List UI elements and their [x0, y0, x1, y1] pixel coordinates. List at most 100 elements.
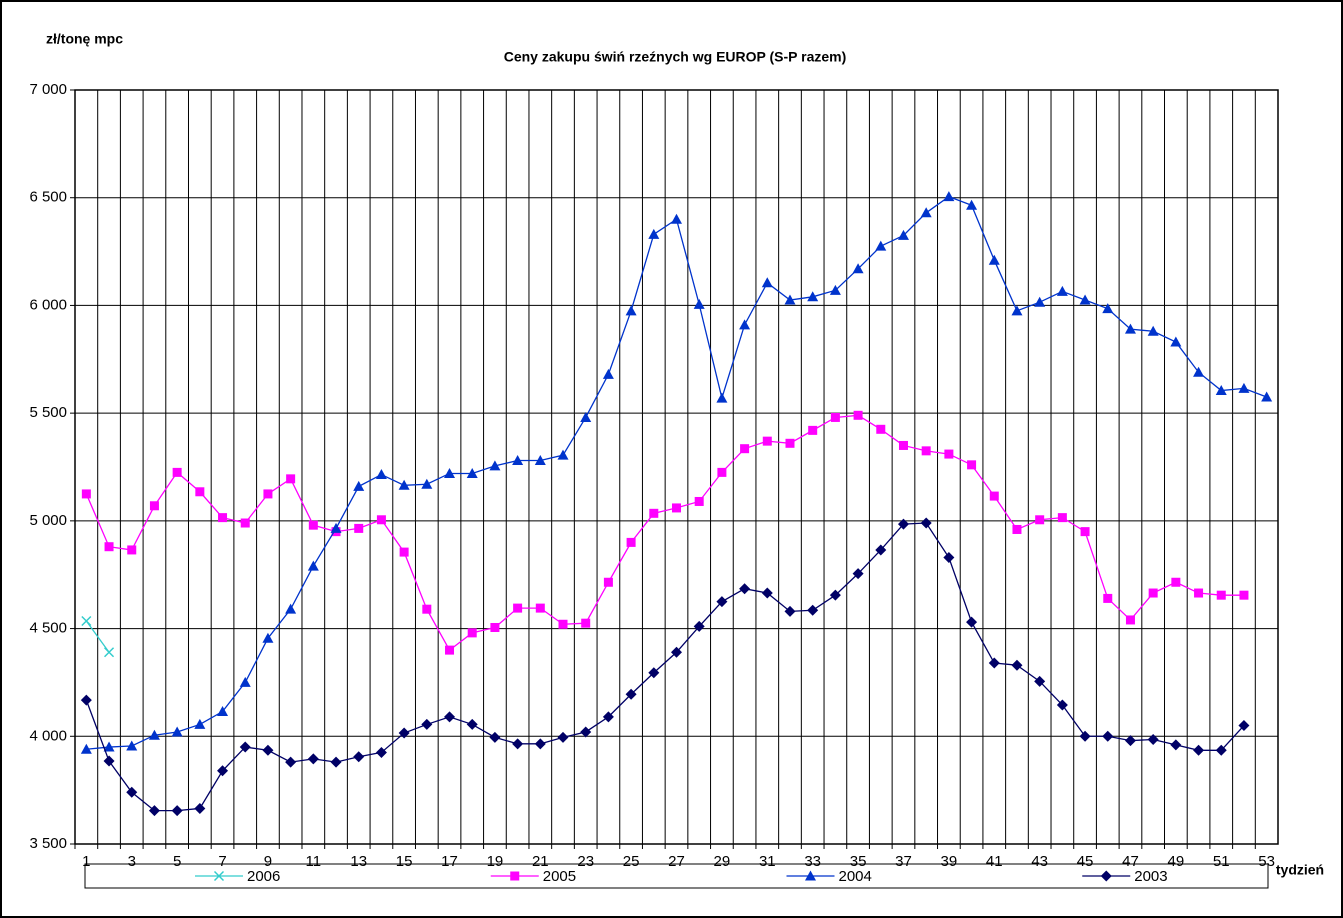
marker	[784, 605, 796, 617]
marker	[966, 199, 978, 210]
marker	[1171, 577, 1181, 587]
marker	[171, 726, 183, 737]
legend-marker	[805, 870, 816, 881]
marker	[581, 618, 591, 628]
x-tick-label: 13	[350, 853, 367, 870]
marker	[1125, 615, 1135, 625]
x-tick-label: 11	[306, 853, 322, 870]
x-tick-label: 39	[941, 853, 958, 870]
x-tick-label: 25	[623, 853, 640, 870]
marker	[671, 213, 682, 224]
marker	[490, 622, 500, 632]
marker	[1056, 285, 1068, 296]
marker	[649, 508, 659, 518]
marker	[512, 455, 524, 466]
marker	[104, 647, 115, 658]
marker	[1080, 527, 1090, 537]
marker	[466, 467, 478, 478]
marker	[1148, 588, 1158, 598]
marker	[239, 741, 251, 753]
marker	[217, 765, 229, 777]
marker	[308, 520, 318, 530]
marker	[672, 503, 681, 513]
marker	[1216, 590, 1226, 600]
marker	[262, 632, 274, 643]
plot-area	[74, 89, 1279, 845]
marker	[920, 517, 932, 529]
y-tick-label: 5 000	[29, 512, 67, 529]
marker	[876, 424, 886, 434]
marker	[80, 743, 92, 754]
marker	[921, 446, 931, 456]
marker	[920, 207, 932, 218]
marker	[126, 786, 138, 798]
x-tick-label: 19	[487, 853, 504, 870]
marker	[580, 411, 592, 422]
y-tick-label: 5 500	[29, 404, 67, 421]
y-tick-label: 4 000	[29, 727, 67, 744]
x-tick-label: 27	[668, 853, 685, 870]
marker	[557, 731, 569, 743]
x-tick-label: 3	[128, 853, 136, 870]
marker	[716, 596, 728, 608]
marker	[330, 756, 342, 768]
marker	[717, 467, 727, 477]
marker	[625, 305, 637, 316]
y-tick-label: 4 500	[29, 620, 67, 637]
marker	[376, 515, 386, 525]
marker	[694, 496, 704, 506]
marker	[1193, 744, 1205, 756]
marker	[1011, 305, 1023, 316]
marker	[1239, 590, 1249, 600]
marker	[807, 291, 819, 302]
x-axis-label: tydzień	[1276, 862, 1324, 878]
marker	[740, 444, 750, 454]
marker	[286, 474, 296, 484]
marker	[171, 805, 183, 817]
marker	[897, 518, 909, 530]
marker	[195, 487, 205, 497]
x-tick-label: 35	[850, 853, 867, 870]
marker	[988, 254, 1000, 265]
marker	[218, 513, 228, 523]
marker	[716, 392, 728, 403]
marker	[739, 319, 751, 330]
marker	[104, 542, 114, 552]
marker	[898, 440, 908, 450]
marker	[693, 298, 705, 309]
marker	[421, 718, 433, 730]
x-tick-label: 15	[396, 853, 413, 870]
marker	[1079, 730, 1091, 742]
marker	[875, 240, 887, 251]
marker	[307, 753, 319, 765]
marker	[943, 191, 955, 202]
legend-label: 2004	[839, 868, 872, 885]
marker	[1215, 385, 1227, 396]
x-tick-label: 23	[577, 853, 594, 870]
marker	[693, 620, 705, 632]
marker	[875, 544, 887, 556]
marker	[1056, 699, 1068, 711]
x-tick-label: 37	[895, 853, 912, 870]
marker	[1194, 588, 1204, 598]
marker	[557, 449, 569, 460]
marker	[263, 489, 273, 499]
x-tick-label: 17	[441, 853, 458, 870]
marker	[808, 425, 818, 435]
marker	[172, 467, 182, 477]
marker	[580, 726, 592, 738]
legend-marker	[213, 870, 225, 882]
x-tick-label: 41	[986, 853, 1003, 870]
marker	[626, 537, 636, 547]
marker	[1215, 744, 1227, 756]
marker	[1193, 366, 1205, 377]
marker	[262, 744, 274, 756]
marker	[602, 368, 614, 379]
marker	[1034, 675, 1046, 687]
marker	[785, 438, 795, 448]
marker	[1034, 296, 1046, 307]
marker	[1079, 294, 1091, 305]
marker	[1057, 513, 1067, 523]
